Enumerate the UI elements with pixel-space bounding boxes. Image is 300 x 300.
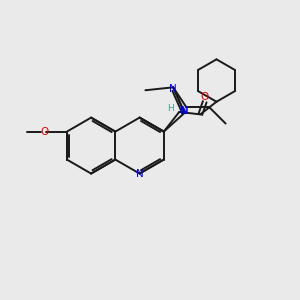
Text: O: O [201, 92, 209, 102]
Text: N: N [136, 169, 143, 178]
Text: H: H [167, 104, 174, 113]
Text: N: N [181, 106, 188, 116]
Text: N: N [180, 106, 188, 116]
Text: O: O [40, 127, 49, 136]
Text: N: N [169, 84, 177, 94]
